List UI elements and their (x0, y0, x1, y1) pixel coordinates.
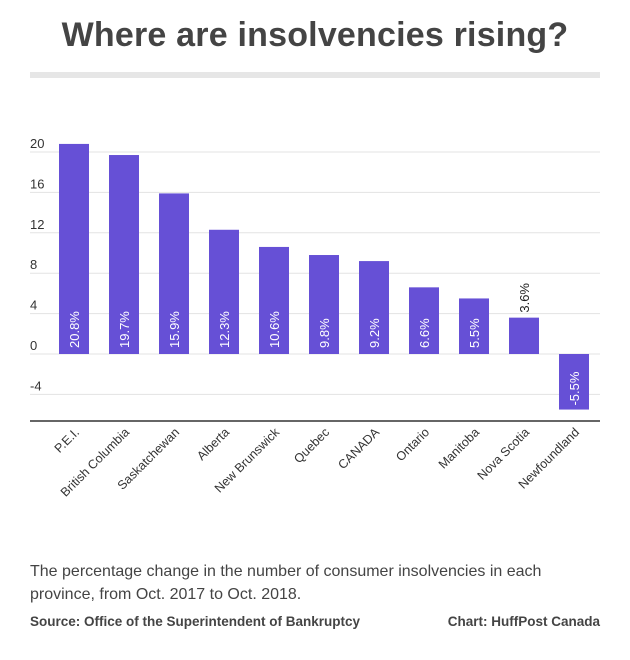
data-label: 15.9% (167, 311, 182, 348)
title-divider (30, 72, 600, 78)
y-tick-label: 12 (30, 217, 44, 232)
bar (559, 354, 589, 410)
data-label: 9.8% (317, 318, 332, 348)
bar (459, 298, 489, 354)
x-tick-label: Manitoba (436, 425, 482, 471)
bar (309, 255, 339, 354)
x-tick-label: Quebec (291, 425, 332, 466)
data-label: 20.8% (67, 311, 82, 348)
x-tick-label: Alberta (194, 425, 232, 463)
source-note: Source: Office of the Superintendent of … (30, 614, 361, 629)
data-label: 6.6% (417, 318, 432, 348)
bar (209, 229, 239, 354)
x-tick-label: CANADA (335, 425, 382, 472)
data-label: 12.3% (217, 311, 232, 348)
bar (159, 193, 189, 354)
data-label: 3.6% (517, 283, 532, 313)
y-tick-label: 20 (30, 136, 44, 151)
x-tick-label: P.E.I. (52, 425, 82, 455)
data-label: 19.7% (117, 311, 132, 348)
y-tick-label: 16 (30, 176, 44, 191)
bar (59, 143, 89, 354)
chart-caption: The percentage change in the number of c… (30, 563, 542, 603)
bar (409, 287, 439, 354)
bar (359, 261, 389, 354)
y-tick-label: -4 (30, 378, 42, 393)
bar (509, 317, 539, 354)
bar (109, 155, 139, 354)
y-tick-label: 8 (30, 257, 37, 272)
x-tick-label: Ontario (393, 425, 432, 464)
y-tick-label: 4 (30, 298, 37, 313)
bar (259, 246, 289, 354)
chart-credit: Chart: HuffPost Canada (447, 614, 600, 629)
chart-title: Where are insolvencies rising? (61, 16, 569, 54)
data-label: 9.2% (367, 318, 382, 348)
data-label: -5.5% (567, 371, 582, 405)
data-label: 10.6% (267, 311, 282, 348)
data-label: 5.5% (467, 318, 482, 348)
y-tick-label: 0 (30, 338, 37, 353)
